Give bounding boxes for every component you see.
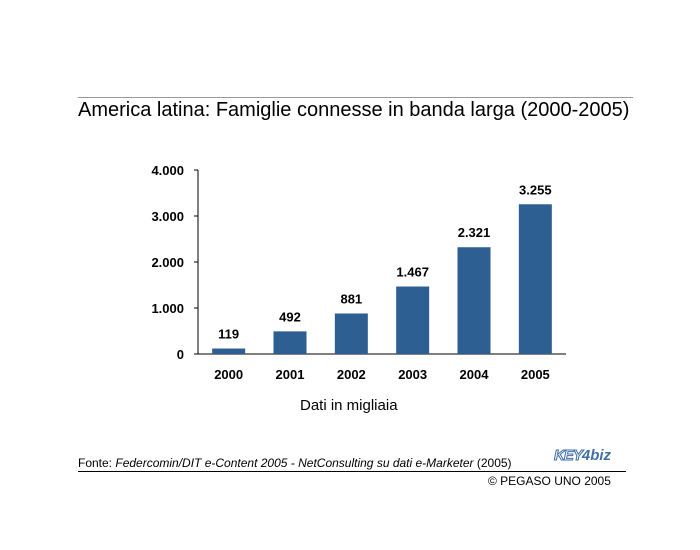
bar-2003 bbox=[396, 286, 430, 354]
source-suffix: (2005) bbox=[473, 456, 512, 470]
bar-2000 bbox=[212, 348, 246, 354]
logo-key: KEY bbox=[554, 447, 584, 465]
bar-2004 bbox=[457, 247, 491, 354]
bar-2001 bbox=[273, 331, 307, 354]
data-label-2002: 881 bbox=[340, 291, 362, 306]
data-label-2001: 492 bbox=[279, 309, 301, 324]
x-axis-label: Dati in migliaia bbox=[300, 397, 398, 414]
y-tick-label: 3.000 bbox=[151, 209, 184, 224]
copyright: © PEGASO UNO 2005 bbox=[488, 474, 611, 488]
logo-num: 4 bbox=[581, 447, 591, 464]
data-label-2000: 119 bbox=[218, 327, 239, 342]
source-text: Federcomin/DIT e-Content 2005 - NetConsu… bbox=[115, 456, 474, 470]
logo-biz: biz bbox=[590, 447, 612, 464]
x-tick-label-2001: 2001 bbox=[276, 367, 305, 382]
y-tick-label: 4.000 bbox=[151, 163, 184, 178]
x-tick-label-2000: 2000 bbox=[214, 367, 243, 382]
source-note: Fonte: Federcomin/DIT e-Content 2005 - N… bbox=[78, 456, 626, 472]
x-tick-label-2005: 2005 bbox=[521, 367, 550, 382]
x-tick-label-2002: 2002 bbox=[337, 367, 366, 382]
y-tick-label: 0 bbox=[177, 347, 184, 362]
data-label-2003: 1.467 bbox=[396, 265, 429, 280]
bar-2002 bbox=[334, 313, 368, 354]
source-prefix: Fonte: bbox=[78, 456, 116, 470]
x-tick-label-2004: 2004 bbox=[460, 367, 490, 382]
data-label-2004: 2.321 bbox=[458, 225, 491, 240]
chart-title: America latina: Famiglie connesse in ban… bbox=[78, 99, 630, 121]
x-tick-label-2003: 2003 bbox=[398, 367, 427, 382]
bar-2005 bbox=[518, 204, 552, 354]
y-tick-label: 2.000 bbox=[151, 255, 184, 270]
title-rule bbox=[78, 97, 633, 98]
y-tick-label: 1.000 bbox=[151, 301, 184, 316]
data-label-2005: 3.255 bbox=[519, 182, 552, 197]
key4biz-logo: KEY4biz bbox=[554, 447, 612, 469]
